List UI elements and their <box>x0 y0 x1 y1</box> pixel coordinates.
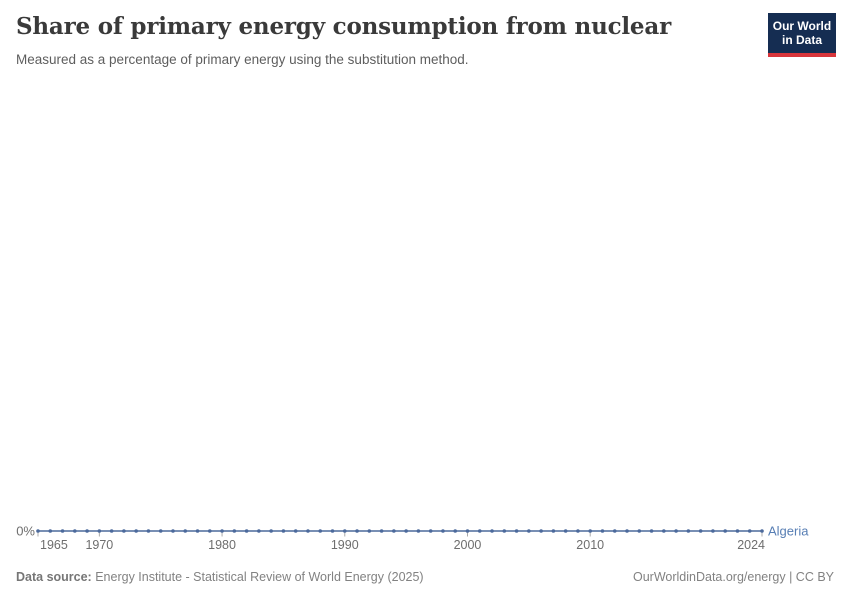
data-source-text: Energy Institute - Statistical Review of… <box>91 570 424 584</box>
series-data-point <box>711 529 715 533</box>
owid-logo-line1: Our World <box>772 18 832 33</box>
series-data-point <box>649 529 654 533</box>
series-data-point <box>674 529 678 533</box>
data-source-note: Data source: Energy Institute - Statisti… <box>16 569 424 585</box>
y-axis-tick-label: 0% <box>16 523 35 539</box>
series-data-point <box>760 529 764 533</box>
series-data-point <box>379 529 384 533</box>
series-data-point <box>269 529 273 533</box>
series-data-point <box>355 529 359 533</box>
series-data-point <box>465 529 470 533</box>
series-data-point <box>563 529 568 533</box>
series-data-point <box>502 529 507 533</box>
chart-subtitle: Measured as a percentage of primary ener… <box>16 52 469 67</box>
series-data-point <box>171 529 175 533</box>
series-data-point <box>281 529 286 533</box>
series-data-point <box>551 529 556 533</box>
series-data-point <box>600 529 605 533</box>
data-source-label: Data source: <box>16 570 92 584</box>
series-data-point <box>134 529 138 533</box>
series-data-point <box>441 529 445 533</box>
series-data-point <box>330 529 335 533</box>
series-data-point <box>207 529 212 533</box>
chart-footer: Data source: Energy Institute - Statisti… <box>16 569 834 585</box>
series-data-point <box>416 529 421 533</box>
series-data-point <box>257 529 261 533</box>
series-data-point <box>318 529 323 533</box>
series-data-point <box>404 529 408 533</box>
series-data-point <box>36 529 40 533</box>
series-data-point <box>306 529 310 533</box>
series-data-point <box>60 529 65 533</box>
series-data-point <box>723 529 727 533</box>
series-data-point <box>735 529 740 533</box>
series-data-point <box>612 529 617 533</box>
series-data-point <box>293 529 298 533</box>
series-data-point <box>514 529 519 533</box>
series-data-point <box>146 529 151 533</box>
series-data-point <box>232 529 237 533</box>
series-data-point <box>588 529 593 533</box>
series-data-point <box>122 529 126 533</box>
series-data-point <box>48 529 53 533</box>
series-data-point <box>686 529 691 533</box>
series-data-point <box>698 529 703 533</box>
series-data-point <box>392 529 396 533</box>
series-data-point <box>220 529 224 533</box>
series-data-point <box>539 529 543 533</box>
series-data-point <box>490 529 494 533</box>
series-data-point <box>453 529 458 533</box>
license-note: OurWorldinData.org/energy | CC BY <box>632 570 834 584</box>
series-data-point <box>428 529 433 533</box>
series-data-point <box>527 529 531 533</box>
series-data-point <box>183 529 188 533</box>
series-data-point <box>342 529 347 533</box>
owid-logo: Our World in Data <box>768 13 836 57</box>
series-data-point <box>244 529 249 533</box>
series-data-point <box>625 529 629 533</box>
chart-title: Share of primary energy consumption from… <box>16 13 671 40</box>
series-data-point <box>195 529 200 533</box>
series-data-point <box>85 529 89 533</box>
series-data-point <box>576 529 580 533</box>
owid-logo-line2: in Data <box>781 33 822 47</box>
series-data-point <box>747 529 752 533</box>
series-data-point <box>109 529 114 533</box>
series-data-point <box>637 529 642 533</box>
series-data-point <box>367 529 372 533</box>
series-data-point <box>73 529 77 533</box>
series-data-point <box>477 529 482 533</box>
series-entity-label: Algeria <box>768 523 809 539</box>
series-data-point <box>662 529 666 533</box>
series-data-point <box>158 529 163 533</box>
series-data-point <box>97 529 102 533</box>
